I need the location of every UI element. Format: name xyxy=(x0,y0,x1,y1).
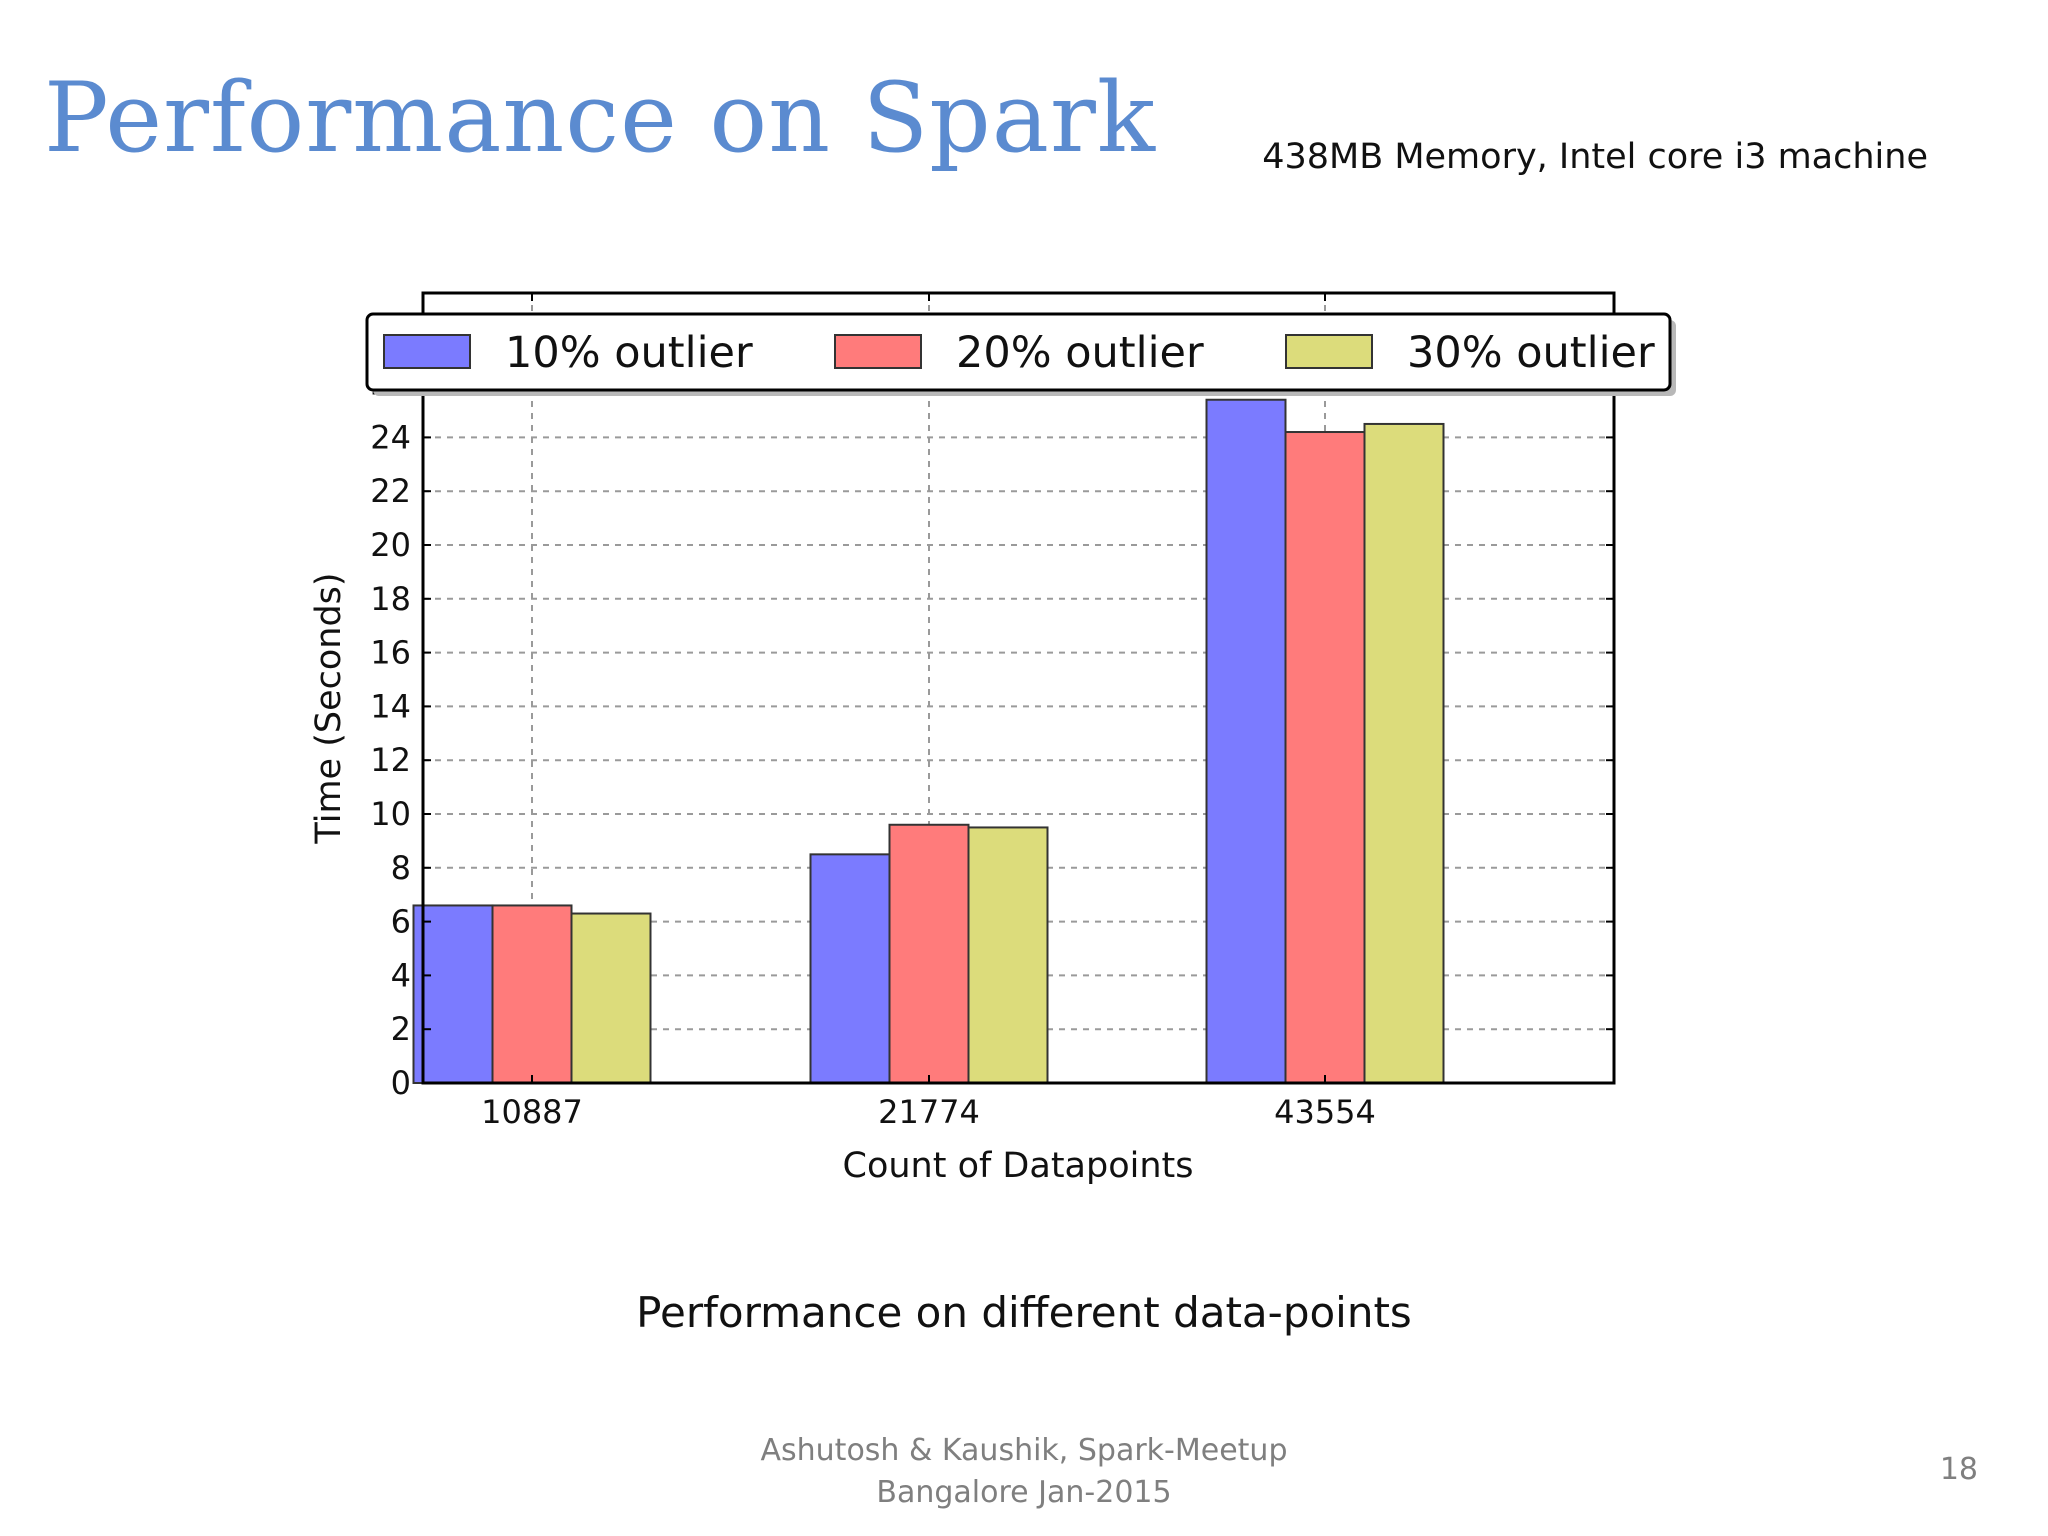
legend-label: 20% outlier xyxy=(956,328,1204,378)
legend-swatch xyxy=(383,334,471,369)
ytick-label: 20 xyxy=(370,526,411,564)
ytick-label: 16 xyxy=(370,634,411,672)
legend-label: 10% outlier xyxy=(505,328,753,378)
page-number: 18 xyxy=(1939,1452,1978,1487)
legend-swatch xyxy=(834,334,922,369)
bars xyxy=(412,398,1445,1085)
bar xyxy=(809,853,891,1084)
ytick-label: 10 xyxy=(370,795,411,833)
ytick-label: 18 xyxy=(370,580,411,618)
machine-note: 438MB Memory, Intel core i3 machine xyxy=(1262,137,1928,177)
chart-caption: Performance on different data-points xyxy=(636,1288,1412,1337)
ytick-label: 24 xyxy=(370,418,411,456)
bar xyxy=(412,904,494,1085)
bar xyxy=(1363,422,1445,1084)
footer-authors: Ashutosh & Kaushik, Spark-Meetup xyxy=(760,1433,1288,1468)
ytick-label: 0 xyxy=(391,1064,411,1102)
footer: Ashutosh & Kaushik, Spark-Meetup Bangalo… xyxy=(724,1430,1324,1514)
legend-swatch xyxy=(1285,334,1373,369)
slide-title: Performance on Spark xyxy=(44,62,1157,174)
bar xyxy=(1284,431,1366,1084)
legend: 10% outlier 20% outlier 30% outlier xyxy=(365,312,1676,396)
bar xyxy=(1205,398,1287,1084)
bar xyxy=(491,904,573,1085)
axes: 02468101214161820222426108872177443554Co… xyxy=(309,291,1616,1186)
ytick-label: 6 xyxy=(391,903,411,941)
ytick-label: 8 xyxy=(391,849,411,887)
xtick-label: 43554 xyxy=(1274,1093,1376,1131)
bar xyxy=(570,912,652,1085)
xtick-label: 21774 xyxy=(878,1093,980,1131)
plot-frame xyxy=(421,291,1616,1085)
bar xyxy=(888,823,970,1084)
ytick-label: 12 xyxy=(370,741,411,779)
xtick-label: 10887 xyxy=(481,1093,583,1131)
ytick-label: 14 xyxy=(370,687,411,725)
ytick-label: 4 xyxy=(391,956,411,994)
ytick-label: 2 xyxy=(391,1010,411,1048)
bar xyxy=(967,826,1049,1085)
y-axis-label: Time (Seconds) xyxy=(309,572,349,844)
legend-label: 30% outlier xyxy=(1407,328,1655,378)
ytick-label: 22 xyxy=(370,472,411,510)
x-axis-label: Count of Datapoints xyxy=(843,1146,1194,1186)
footer-event: Bangalore Jan-2015 xyxy=(876,1475,1172,1510)
legend-box xyxy=(365,312,1672,392)
